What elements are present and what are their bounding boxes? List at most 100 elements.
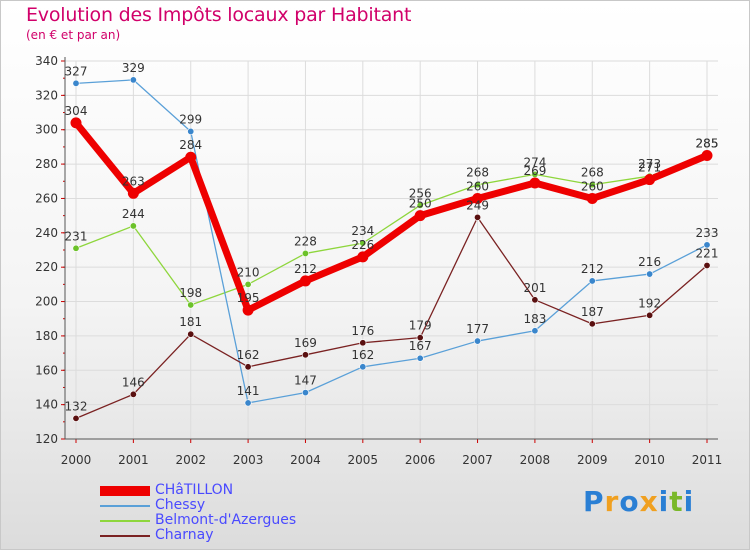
data-label: 210 [237, 265, 260, 279]
logo-letter: t [669, 485, 684, 518]
data-label: 146 [122, 375, 145, 389]
data-label: 249 [466, 198, 489, 212]
data-point [72, 79, 80, 87]
data-label: 234 [351, 224, 374, 238]
x-tick-label: 2008 [520, 453, 551, 467]
y-tick-label: 200 [35, 295, 58, 309]
data-label: 256 [409, 186, 432, 200]
data-point [244, 280, 252, 288]
data-label: 162 [351, 348, 374, 362]
data-label: 268 [466, 166, 489, 180]
y-tick-label: 140 [35, 398, 58, 412]
y-tick-label: 220 [35, 260, 58, 274]
data-point [703, 261, 711, 269]
data-label: 268 [581, 166, 604, 180]
data-point [474, 337, 482, 345]
data-point [644, 174, 656, 186]
data-label: 250 [409, 197, 432, 211]
data-point [703, 241, 711, 249]
data-label: 192 [638, 296, 661, 310]
x-tick-label: 2000 [61, 453, 92, 467]
y-tick-label: 180 [35, 329, 58, 343]
data-label: 147 [294, 374, 317, 388]
x-tick-label: 2002 [175, 453, 206, 467]
data-point [129, 390, 137, 398]
logo-letter: r [604, 485, 620, 518]
data-label: 201 [523, 281, 546, 295]
data-label: 183 [523, 312, 546, 326]
data-label: 176 [351, 324, 374, 338]
y-tick-label: 300 [35, 123, 58, 137]
x-tick-label: 2003 [233, 453, 264, 467]
y-tick-label: 320 [35, 88, 58, 102]
data-point [588, 320, 596, 328]
chart-subtitle: (en € et par an) [26, 28, 121, 42]
chart-title: Evolution des Impôts locaux par Habitant [26, 4, 412, 26]
data-label: 181 [179, 315, 202, 329]
logo-letter: x [639, 485, 659, 518]
data-point [301, 351, 309, 359]
x-tick-label: 2009 [577, 453, 608, 467]
data-label: 231 [65, 229, 88, 243]
legend-label: Chessy [155, 497, 206, 513]
data-point [359, 339, 367, 347]
data-point [701, 150, 713, 161]
data-label: 221 [696, 246, 719, 260]
x-tick-label: 2011 [692, 453, 723, 467]
data-label: 167 [409, 339, 432, 353]
data-point [646, 270, 654, 278]
data-label: 226 [351, 238, 374, 252]
data-label: 141 [237, 384, 260, 398]
data-label: 273 [638, 157, 661, 171]
legend-label: CHâTILLON [155, 482, 234, 498]
data-label: 212 [581, 262, 604, 276]
series-line-Chessy [75, 79, 708, 404]
y-tick-label: 120 [35, 432, 58, 446]
y-tick-label: 280 [35, 157, 58, 171]
data-point [416, 201, 424, 209]
data-point [531, 327, 539, 335]
data-point [72, 244, 80, 252]
data-point [129, 222, 137, 230]
data-point [187, 330, 195, 338]
x-tick-label: 2001 [118, 453, 149, 467]
data-point [127, 187, 139, 199]
data-label: 228 [294, 234, 317, 248]
data-point [588, 181, 596, 189]
x-tick-label: 2007 [462, 453, 493, 467]
series-line-CHâTILLON [72, 119, 711, 314]
data-point [299, 275, 311, 287]
data-point [301, 249, 309, 257]
data-label: 216 [638, 255, 661, 269]
legend-label: Charnay [155, 527, 214, 543]
data-label: 198 [179, 286, 202, 300]
data-label: 195 [237, 291, 260, 305]
x-tick-label: 2006 [405, 453, 436, 467]
data-label: 162 [237, 348, 260, 362]
data-point [416, 334, 424, 342]
y-tick-label: 260 [35, 191, 58, 205]
data-point [586, 192, 598, 204]
data-label: 269 [523, 164, 546, 178]
data-label: 304 [65, 104, 88, 118]
data-point [474, 181, 482, 189]
data-point [129, 76, 137, 84]
proxiti-logo: Proxiti [583, 485, 694, 518]
x-tick-label: 2005 [348, 453, 379, 467]
data-point [414, 210, 426, 222]
data-point [359, 363, 367, 371]
logo-letter: P [583, 485, 605, 518]
data-label: 285 [696, 137, 719, 151]
y-tick-label: 240 [35, 226, 58, 240]
x-tick-label: 2010 [634, 453, 665, 467]
data-label: 132 [65, 399, 88, 413]
data-label: 177 [466, 322, 489, 336]
data-label: 271 [638, 161, 661, 175]
series-line-Belmont-d'Azergues [75, 154, 708, 306]
legend-swatch [100, 535, 150, 537]
x-tick-label: 2004 [290, 453, 321, 467]
data-label: 263 [122, 174, 145, 188]
logo-letter: i [658, 485, 670, 518]
